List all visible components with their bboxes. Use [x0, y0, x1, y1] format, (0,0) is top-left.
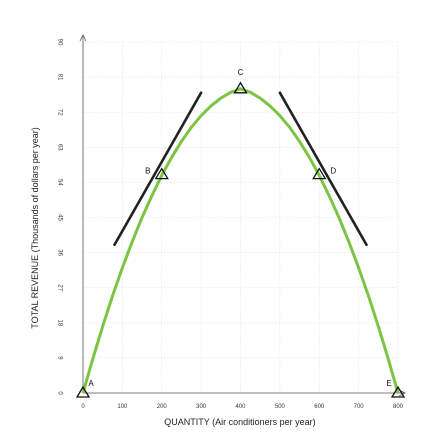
series-line	[81, 87, 400, 394]
x-tick-label: 500	[275, 404, 286, 410]
point-marker-d	[312, 167, 327, 180]
point-label-b: B	[145, 167, 150, 176]
y-tick-label: 90	[56, 39, 62, 46]
y-axis-title: TOTAL REVENUE (Thousands of dollars per …	[30, 127, 40, 328]
y-tick-label: 18	[56, 319, 62, 326]
y-tick-label: 54	[56, 179, 62, 186]
x-axis-title: QUANTITY (Air conditioners per year)	[164, 417, 315, 427]
point-marker-b	[154, 167, 169, 180]
x-tick-label: 400	[235, 404, 246, 410]
tangent-lines	[113, 91, 368, 247]
y-tick-label: 45	[56, 214, 62, 221]
x-tick-label: 600	[314, 404, 325, 410]
tangent-line-b	[113, 91, 203, 247]
y-tick-label: 81	[56, 74, 62, 81]
point-marker-c	[233, 81, 248, 94]
revenue-curve	[81, 87, 400, 394]
point-label-e: E	[386, 379, 391, 388]
x-tick-label: 800	[393, 404, 404, 410]
x-tick-labels: 0 100 200 300 400 500 600 700 800	[81, 404, 403, 410]
y-tick-label: 63	[56, 144, 62, 151]
y-tick-label: 0	[56, 391, 62, 395]
y-tick-label: 9	[56, 356, 62, 360]
tangent-line-d	[278, 91, 368, 247]
x-tick-label: 200	[157, 404, 168, 410]
y-axis-arrow	[79, 34, 87, 42]
x-tick-label: 300	[196, 404, 207, 410]
point-marker-a	[75, 385, 91, 398]
x-tick-label: 100	[117, 404, 128, 410]
point-marker-e	[390, 385, 406, 398]
y-tick-label: 72	[56, 109, 62, 116]
grid	[82, 41, 399, 394]
labeled-points: A B C D E	[75, 68, 406, 398]
x-tick-label: 0	[81, 404, 85, 410]
point-label-d: D	[330, 167, 336, 176]
point-label-a: A	[88, 379, 94, 388]
y-tick-label: 36	[56, 249, 62, 256]
y-tick-labels: 0 9 18 27 36 45 54 63 72 81 90	[56, 39, 62, 396]
x-tick-label: 700	[354, 404, 365, 410]
y-tick-label: 27	[56, 284, 62, 291]
point-label-c: C	[238, 68, 244, 77]
